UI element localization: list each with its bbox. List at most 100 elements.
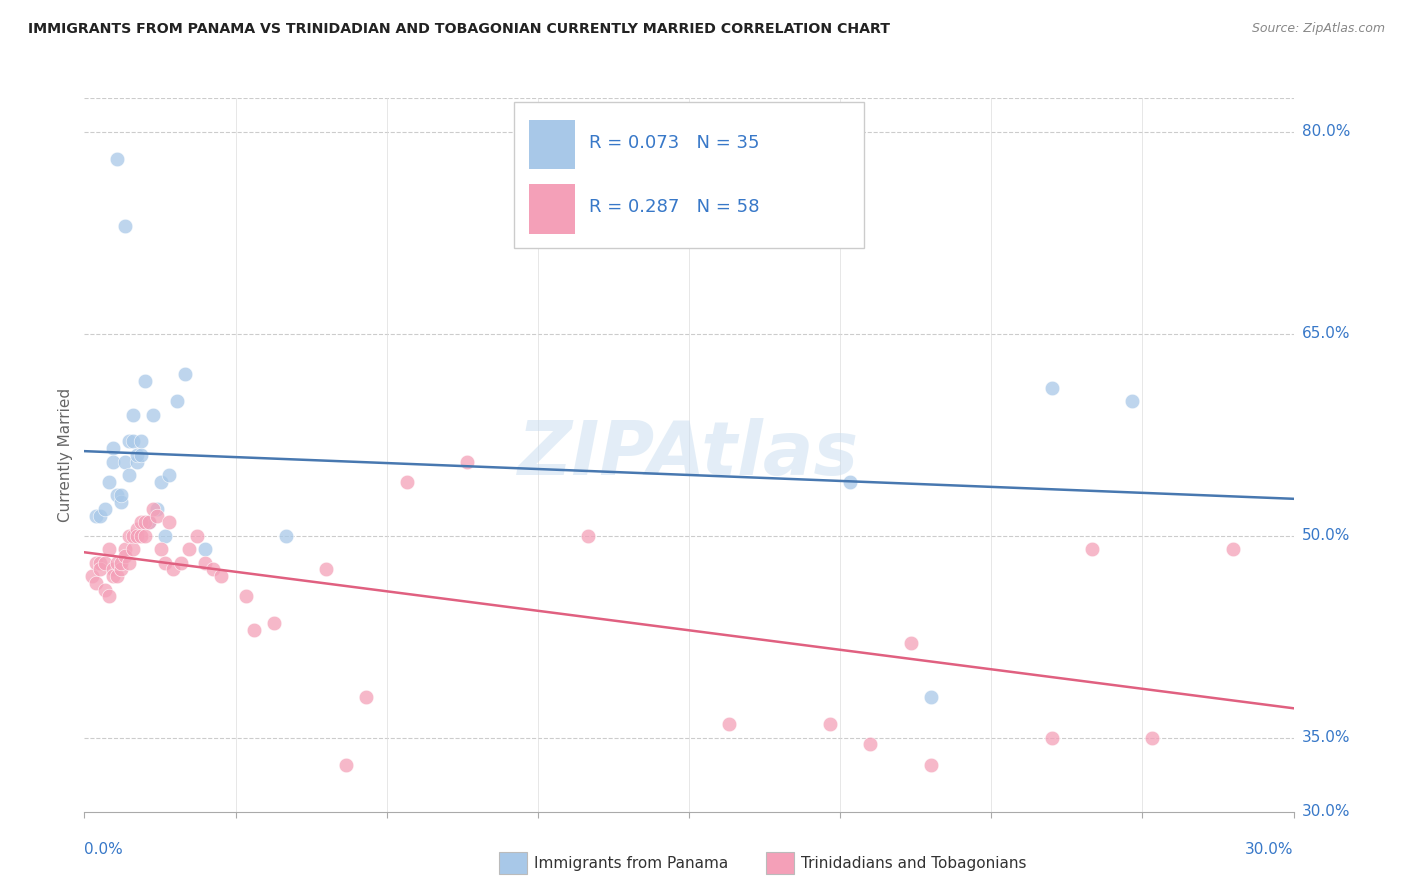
Bar	[529, 184, 575, 234]
Point	[118, 468, 141, 483]
Text: ZIPAtlas: ZIPAtlas	[519, 418, 859, 491]
Point	[153, 529, 176, 543]
Point	[114, 549, 136, 563]
Point	[242, 623, 264, 637]
Point	[335, 757, 357, 772]
Point	[110, 495, 132, 509]
Point	[138, 515, 160, 529]
Point	[274, 529, 297, 543]
Point	[142, 501, 165, 516]
Point	[101, 455, 124, 469]
Text: Source: ZipAtlas.com: Source: ZipAtlas.com	[1251, 22, 1385, 36]
Point	[89, 562, 111, 576]
Point	[129, 529, 152, 543]
Point	[186, 529, 208, 543]
Point	[105, 488, 128, 502]
Point	[82, 569, 104, 583]
Text: 65.0%: 65.0%	[1302, 326, 1350, 342]
Point	[89, 508, 111, 523]
Text: 35.0%: 35.0%	[1302, 731, 1350, 745]
Point	[134, 374, 156, 388]
Point	[121, 408, 143, 422]
Point	[125, 448, 148, 462]
Point	[121, 529, 143, 543]
Point	[105, 569, 128, 583]
Point	[149, 475, 172, 489]
Point	[114, 219, 136, 233]
Point	[110, 488, 132, 502]
Point	[118, 434, 141, 449]
Point	[125, 522, 148, 536]
Point	[900, 636, 922, 650]
Point	[1081, 542, 1104, 557]
Point	[110, 556, 132, 570]
Text: IMMIGRANTS FROM PANAMA VS TRINIDADIAN AND TOBAGONIAN CURRENTLY MARRIED CORRELATI: IMMIGRANTS FROM PANAMA VS TRINIDADIAN AN…	[28, 22, 890, 37]
Text: R = 0.073   N = 35: R = 0.073 N = 35	[589, 134, 759, 152]
Point	[138, 515, 160, 529]
Point	[170, 556, 193, 570]
Text: Immigrants from Panama: Immigrants from Panama	[534, 855, 728, 871]
Point	[146, 501, 169, 516]
Point	[859, 738, 882, 752]
Point	[97, 542, 120, 557]
Point	[315, 562, 337, 576]
Point	[129, 434, 152, 449]
Point	[166, 394, 188, 409]
Point	[101, 441, 124, 455]
Point	[1040, 381, 1063, 395]
Point	[97, 589, 120, 603]
Point	[157, 515, 180, 529]
Point	[839, 475, 862, 489]
Point	[920, 690, 942, 705]
Text: R = 0.287   N = 58: R = 0.287 N = 58	[589, 198, 759, 216]
Point	[101, 569, 124, 583]
Point	[134, 529, 156, 543]
Point	[576, 529, 599, 543]
Point	[209, 569, 232, 583]
Point	[97, 475, 120, 489]
Point	[129, 515, 152, 529]
Point	[121, 434, 143, 449]
Point	[121, 542, 143, 557]
Point	[105, 556, 128, 570]
Point	[1222, 542, 1244, 557]
Point	[920, 757, 942, 772]
Point	[86, 508, 108, 523]
Y-axis label: Currently Married: Currently Married	[58, 388, 73, 522]
Point	[142, 408, 165, 422]
Text: 0.0%: 0.0%	[84, 842, 124, 857]
Point	[93, 582, 115, 597]
Point	[101, 562, 124, 576]
Text: Trinidadians and Tobagonians: Trinidadians and Tobagonians	[801, 855, 1026, 871]
FancyBboxPatch shape	[513, 102, 865, 248]
Point	[157, 468, 180, 483]
Point	[118, 556, 141, 570]
Point	[456, 455, 478, 469]
Point	[114, 455, 136, 469]
Text: 30.0%: 30.0%	[1246, 842, 1294, 857]
Point	[179, 542, 201, 557]
Point	[1142, 731, 1164, 745]
Point	[395, 475, 418, 489]
Point	[263, 616, 285, 631]
Point	[134, 515, 156, 529]
Text: 50.0%: 50.0%	[1302, 528, 1350, 543]
Point	[1121, 394, 1143, 409]
Point	[174, 367, 197, 381]
Point	[202, 562, 225, 576]
Point	[125, 529, 148, 543]
Point	[86, 556, 108, 570]
Point	[153, 556, 176, 570]
Point	[1040, 731, 1063, 745]
Point	[89, 556, 111, 570]
Point	[93, 556, 115, 570]
Point	[235, 589, 257, 603]
Point	[114, 542, 136, 557]
Point	[194, 542, 217, 557]
Point	[110, 562, 132, 576]
Point	[818, 717, 841, 731]
Point	[118, 529, 141, 543]
Point	[194, 556, 217, 570]
Point	[146, 508, 169, 523]
Point	[93, 501, 115, 516]
